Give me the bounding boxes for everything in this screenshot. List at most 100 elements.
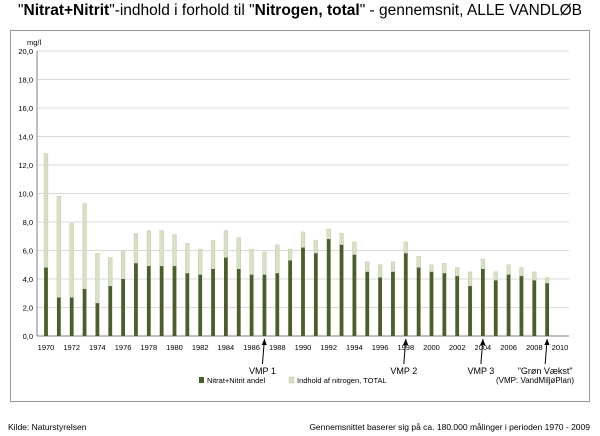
bar-nitrat-nitrit [301, 247, 305, 336]
bar-total-nitrogen [467, 271, 473, 287]
bar-total-nitrogen [313, 240, 318, 254]
y-tick-label: 8,0 [23, 218, 33, 227]
bar-total-nitrogen [223, 230, 228, 258]
chart-title: "Nitrat+Nitrit"-indhold i forhold til "N… [17, 2, 583, 19]
y-tick-label: 0,0 [23, 332, 33, 341]
bar-nitrat-nitrit [493, 280, 498, 336]
bar-total-nitrogen [442, 263, 447, 274]
bar-nitrat-nitrit [352, 254, 357, 336]
bar-total-nitrogen [403, 241, 408, 254]
bar-nitrat-nitrit [506, 274, 511, 336]
x-tick-label: 2000 [423, 343, 440, 352]
bar-nitrat-nitrit [56, 297, 61, 336]
annotation-label: VMP 1 [249, 366, 276, 376]
bar-nitrat-nitrit [288, 260, 293, 336]
bar-total-nitrogen [56, 196, 61, 298]
x-tick-label: 1974 [89, 343, 106, 352]
bar-total-nitrogen [146, 230, 151, 267]
bar-total-nitrogen [352, 241, 357, 255]
bar-nitrat-nitrit [211, 269, 215, 336]
bar-total-nitrogen [198, 248, 203, 275]
bar-nitrat-nitrit [185, 273, 190, 336]
x-tick-label: 2006 [500, 343, 517, 352]
y-tick-label: 18,0 [18, 76, 33, 85]
bar-total-nitrogen [288, 248, 293, 261]
bar-nitrat-nitrit [82, 288, 87, 336]
bar-total-nitrogen [210, 240, 216, 270]
bar-nitrat-nitrit [134, 263, 138, 336]
x-tick-label: 2004 [475, 343, 492, 352]
bar-total-nitrogen [159, 230, 164, 267]
x-tick-label: 1980 [166, 343, 183, 352]
chart: 0,0 2,0 4,0 6,0 8,0 10,0 12,0 14,0 16,0 18,0 20,0m… [18, 38, 574, 385]
bar-total-nitrogen [545, 277, 550, 284]
bar-nitrat-nitrit [95, 303, 100, 336]
bar-total-nitrogen [416, 255, 421, 268]
bar-nitrat-nitrit [519, 276, 524, 336]
bar-total-nitrogen [300, 231, 306, 248]
bar-nitrat-nitrit [146, 266, 151, 336]
bar-total-nitrogen [236, 237, 241, 270]
bar-nitrat-nitrit [108, 286, 113, 336]
y-tick-label: 2,0 [23, 304, 33, 313]
bar-total-nitrogen [108, 257, 113, 287]
annotation-label: VMP 3 [467, 366, 494, 376]
source-note: Kilde: Naturstyrelsen [8, 422, 87, 432]
bar-total-nitrogen [378, 264, 383, 278]
bar-total-nitrogen [262, 251, 267, 275]
y-tick-label: 20,0 [18, 47, 33, 56]
bar-nitrat-nitrit [198, 274, 203, 336]
bar-nitrat-nitrit [339, 244, 344, 336]
bar-total-nitrogen [532, 271, 537, 281]
legend-label-total-nitrogen: Indhold af nitrogen, TOTAL [297, 376, 387, 385]
bar-nitrat-nitrit [532, 280, 537, 336]
x-tick-label: 1990 [295, 343, 312, 352]
bar-total-nitrogen [185, 243, 190, 274]
bar-total-nitrogen [326, 228, 331, 240]
y-tick-label: 10,0 [18, 190, 33, 199]
bar-total-nitrogen [429, 264, 434, 273]
bar-total-nitrogen [390, 261, 396, 273]
y-tick-label: 12,0 [18, 161, 33, 170]
legend-note: (VMP: VandMiljøPlan) [496, 376, 574, 385]
y-tick-label: 6,0 [23, 247, 33, 256]
x-tick-label: 1988 [269, 343, 286, 352]
bar-nitrat-nitrit [262, 274, 267, 336]
bar-nitrat-nitrit [224, 257, 228, 336]
chart-frame: 0,0 2,0 4,0 6,0 8,0 10,0 12,0 14,0 16,0 18,0 20,0 m… [10, 30, 590, 402]
annotation-label: VMP 2 [390, 366, 417, 376]
bar-total-nitrogen [480, 258, 485, 270]
bar-nitrat-nitrit [545, 283, 550, 336]
x-tick-label: 1986 [243, 343, 260, 352]
annotation-arrowhead [480, 339, 486, 345]
bar-nitrat-nitrit [455, 276, 460, 336]
annotation-arrowhead [403, 339, 409, 345]
bar-total-nitrogen [172, 234, 177, 267]
bar-total-nitrogen [249, 248, 254, 275]
bar-total-nitrogen [120, 250, 126, 280]
y-axis-label: mg/l [27, 38, 42, 47]
legend-swatch-total-nitrogen [288, 376, 295, 384]
bar-total-nitrogen [519, 267, 524, 277]
bar-nitrat-nitrit [481, 269, 485, 336]
x-tick-label: 2010 [552, 343, 569, 352]
annotation-arrowhead [261, 339, 267, 345]
bar-total-nitrogen [43, 153, 49, 268]
bar-nitrat-nitrit [44, 267, 48, 336]
x-tick-label: 1992 [320, 343, 337, 352]
bar-nitrat-nitrit [416, 267, 421, 336]
bar-nitrat-nitrit [275, 273, 280, 336]
x-tick-label: 1970 [38, 343, 55, 352]
x-tick-label: 1996 [372, 343, 389, 352]
bar-total-nitrogen [133, 233, 139, 264]
x-tick-label: 2008 [526, 343, 543, 352]
bar-total-nitrogen [95, 253, 100, 304]
bar-nitrat-nitrit [121, 279, 125, 336]
y-tick-label: 4,0 [23, 275, 33, 284]
measurement-note: Gennemsnittet baserer sig på ca. 180.000… [309, 422, 590, 432]
x-tick-label: 1972 [63, 343, 80, 352]
bar-nitrat-nitrit [172, 266, 177, 336]
bar-nitrat-nitrit [391, 271, 395, 336]
bar-nitrat-nitrit [365, 271, 370, 336]
bar-nitrat-nitrit [69, 297, 74, 336]
